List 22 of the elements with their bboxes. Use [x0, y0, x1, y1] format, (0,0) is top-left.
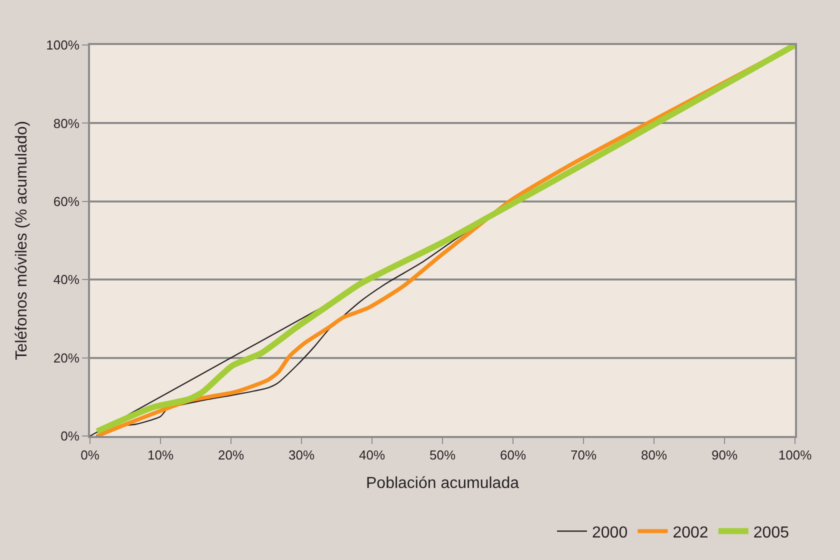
legend-label: 2000 [592, 524, 628, 542]
y-axis-title: Teléfonos móviles (% acumulado) [14, 120, 31, 360]
x-tick-label: 60% [500, 448, 526, 463]
x-tick-label: 30% [288, 448, 315, 463]
legend-label: 2005 [753, 524, 790, 542]
y-tick-label: 40% [53, 272, 80, 288]
x-tick-label: 100% [778, 448, 812, 463]
y-tick-label: 20% [53, 350, 80, 366]
x-axis-title: Población acumulada [366, 474, 520, 492]
legend-label: 2002 [672, 524, 708, 542]
x-tick-label: 90% [711, 448, 738, 463]
x-tick-label: 70% [570, 448, 597, 463]
x-tick-label: 20% [218, 448, 244, 463]
y-tick-label: 100% [46, 38, 80, 53]
y-tick-label: 0% [60, 428, 80, 444]
x-tick-label: 10% [147, 448, 174, 463]
x-tick-label: 80% [640, 448, 668, 463]
x-tick-label: 40% [358, 448, 386, 463]
y-tick-label: 60% [53, 194, 80, 209]
x-tick-label: 50% [429, 448, 456, 463]
y-tick-label: 80% [53, 116, 80, 131]
x-tick-label: 0% [80, 448, 100, 463]
